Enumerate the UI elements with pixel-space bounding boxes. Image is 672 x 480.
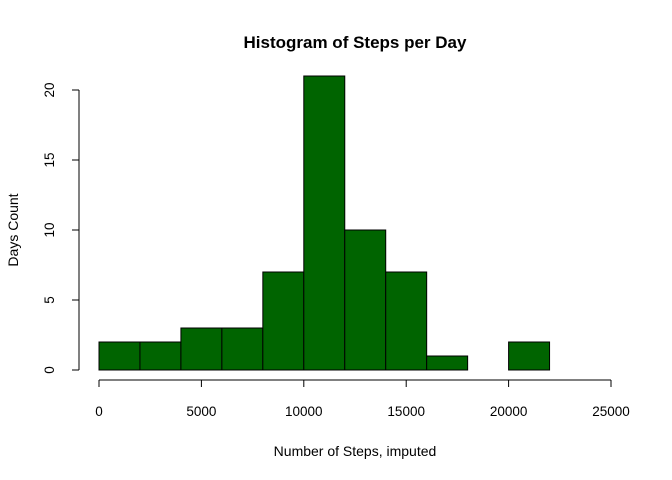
- x-tick-label-1: 5000: [186, 404, 216, 419]
- x-tick-label-4: 20000: [490, 404, 528, 419]
- histogram-bar-6: [344, 229, 387, 371]
- histogram-bar-0: [98, 341, 141, 371]
- y-tick-label-2: 10: [42, 222, 57, 237]
- histogram-bar-2: [180, 327, 223, 371]
- histogram-bar-8: [426, 355, 469, 371]
- histogram-bar-7: [385, 271, 428, 371]
- histogram-bar-4: [262, 271, 305, 371]
- bars-group: [98, 75, 551, 371]
- y-axis: 0 5 10 15 20: [42, 82, 80, 374]
- x-axis: 0 5000 10000 15000 20000 25000: [95, 379, 630, 419]
- y-axis-label: Days Count: [5, 193, 21, 266]
- histogram-bar-1: [139, 341, 182, 371]
- x-tick-label-5: 25000: [592, 404, 630, 419]
- histogram-bar-3: [221, 327, 264, 371]
- x-axis-label: Number of Steps, imputed: [274, 443, 437, 459]
- y-tick-label-0: 0: [42, 366, 57, 374]
- histogram-bar-10: [508, 341, 551, 371]
- x-tick-label-2: 10000: [285, 404, 323, 419]
- y-tick-label-1: 5: [42, 296, 57, 304]
- y-tick-label-3: 15: [42, 152, 57, 167]
- chart-title: Histogram of Steps per Day: [244, 33, 467, 52]
- x-tick-label-0: 0: [95, 404, 103, 419]
- y-tick-label-4: 20: [42, 82, 57, 97]
- histogram-bar-5: [303, 75, 346, 371]
- x-tick-label-3: 15000: [387, 404, 425, 419]
